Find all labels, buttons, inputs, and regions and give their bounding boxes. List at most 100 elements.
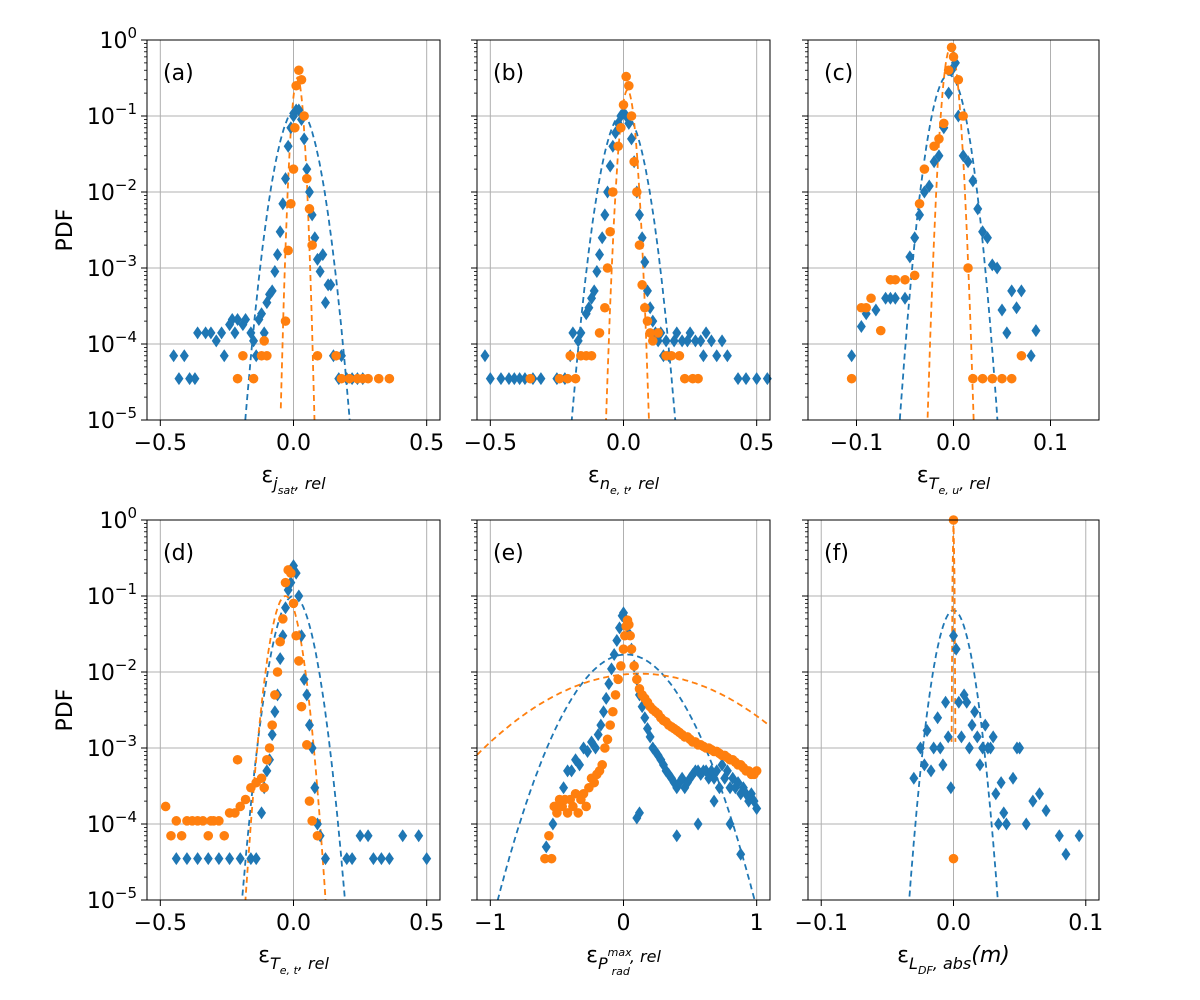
fit-curve-1 [950, 520, 957, 742]
circle-point [605, 226, 615, 237]
ylabel-top: PDF [53, 209, 78, 252]
diamond-point [559, 781, 569, 795]
circle-point [629, 661, 639, 671]
x-axis-label: εTe, t, rel [258, 943, 329, 977]
diamond-point [949, 629, 958, 643]
circle-point [610, 690, 621, 700]
circle-point [288, 598, 299, 609]
x-tick-label: 0.1 [1033, 431, 1068, 456]
diamond-point [347, 852, 357, 866]
y-tick-label: 10−4 [87, 808, 137, 838]
diamond-point [881, 291, 891, 305]
y-tick-label: 10−5 [87, 404, 137, 434]
diamond-point [661, 334, 671, 348]
circle-point [1016, 350, 1027, 361]
circle-point [278, 614, 288, 624]
panel-label: (a) [163, 61, 194, 86]
circle-point [262, 754, 272, 765]
diamond-point [725, 781, 735, 795]
circle-point [977, 373, 988, 384]
diamond-point [414, 829, 424, 843]
diamond-point [601, 691, 611, 705]
circle-point [581, 801, 592, 812]
circle-point [866, 293, 876, 304]
fit-curve-1 [926, 46, 975, 420]
diamond-point [722, 764, 732, 778]
circle-point [373, 373, 384, 384]
x-tick-label: −0.1 [830, 431, 883, 456]
diamond-point [326, 278, 336, 292]
circle-point [948, 853, 959, 864]
diamond-point [967, 718, 977, 732]
diamond-point [599, 705, 609, 719]
fit-curve-1 [477, 672, 770, 756]
y-tick-label: 10−2 [87, 656, 137, 686]
y-tick-label: 10−3 [87, 732, 137, 762]
circle-point [166, 830, 176, 841]
circle-point [562, 373, 573, 384]
diamond-point [847, 349, 857, 363]
circle-point [302, 173, 312, 184]
diamond-point [980, 718, 990, 732]
diamond-point [504, 372, 514, 386]
circle-point [846, 373, 857, 384]
diamond-point [342, 852, 352, 866]
diamond-point [320, 296, 330, 310]
circle-point [264, 743, 275, 753]
y-tick-label: 10−5 [87, 884, 137, 914]
circle-point [280, 577, 291, 588]
diamond-point [941, 695, 951, 709]
diamond-point [919, 758, 929, 772]
diamond-point [910, 231, 920, 245]
x-tick-label: 0.0 [276, 431, 311, 456]
diamond-point [1041, 804, 1051, 818]
diamond-point [376, 852, 386, 866]
diamond-point [929, 741, 939, 755]
diamond-point [672, 326, 682, 340]
diamond-point [1074, 829, 1084, 843]
diamond-point [275, 225, 285, 239]
panel-e: −1 0 1 (e) εPmax rad, rel [471, 519, 771, 978]
circle-point [344, 373, 355, 384]
diamond-point [509, 372, 519, 386]
circle-point [562, 808, 573, 818]
x-tick-label: −0.5 [134, 911, 187, 936]
circle-point [552, 808, 562, 818]
diamond-point [241, 313, 251, 327]
circle-point [666, 350, 677, 361]
diamond-point [171, 852, 181, 866]
circle-point [608, 187, 618, 197]
circle-point [934, 134, 944, 144]
diamond-point [725, 817, 735, 831]
diamond-point [597, 231, 607, 245]
circle-point [621, 71, 631, 82]
circle-point [586, 350, 597, 361]
diamond-point [203, 852, 213, 866]
diamond-point [182, 852, 192, 866]
diamond-point [485, 372, 495, 386]
circle-point [280, 316, 291, 326]
panel-d: 100 10−1 10−2 10−3 10−4 10−5−0.5 0.0 0.5 (d) εTe,… [87, 504, 444, 977]
diamond-point [567, 764, 577, 778]
diamond-point [604, 677, 614, 691]
circle-point [963, 263, 973, 273]
diamond-point [318, 248, 328, 262]
diamond-point [515, 372, 525, 386]
diamond-point [871, 303, 881, 317]
diamond-point [1007, 284, 1017, 298]
x-tick-label: −1 [474, 911, 506, 936]
diamond-point [1028, 794, 1038, 808]
circle-point [363, 373, 373, 384]
x-tick-label: −0.5 [134, 431, 187, 456]
diamond-point [946, 781, 956, 795]
circle-point [240, 794, 251, 805]
circle-point [594, 328, 605, 338]
diamond-point [951, 642, 961, 656]
diamond-point [607, 662, 617, 676]
diamond-point [1001, 817, 1011, 831]
y-tick-label: 10−4 [87, 328, 137, 358]
diamond-point [273, 248, 283, 262]
x-tick-label: −0.5 [464, 431, 517, 456]
circle-point [270, 690, 280, 700]
